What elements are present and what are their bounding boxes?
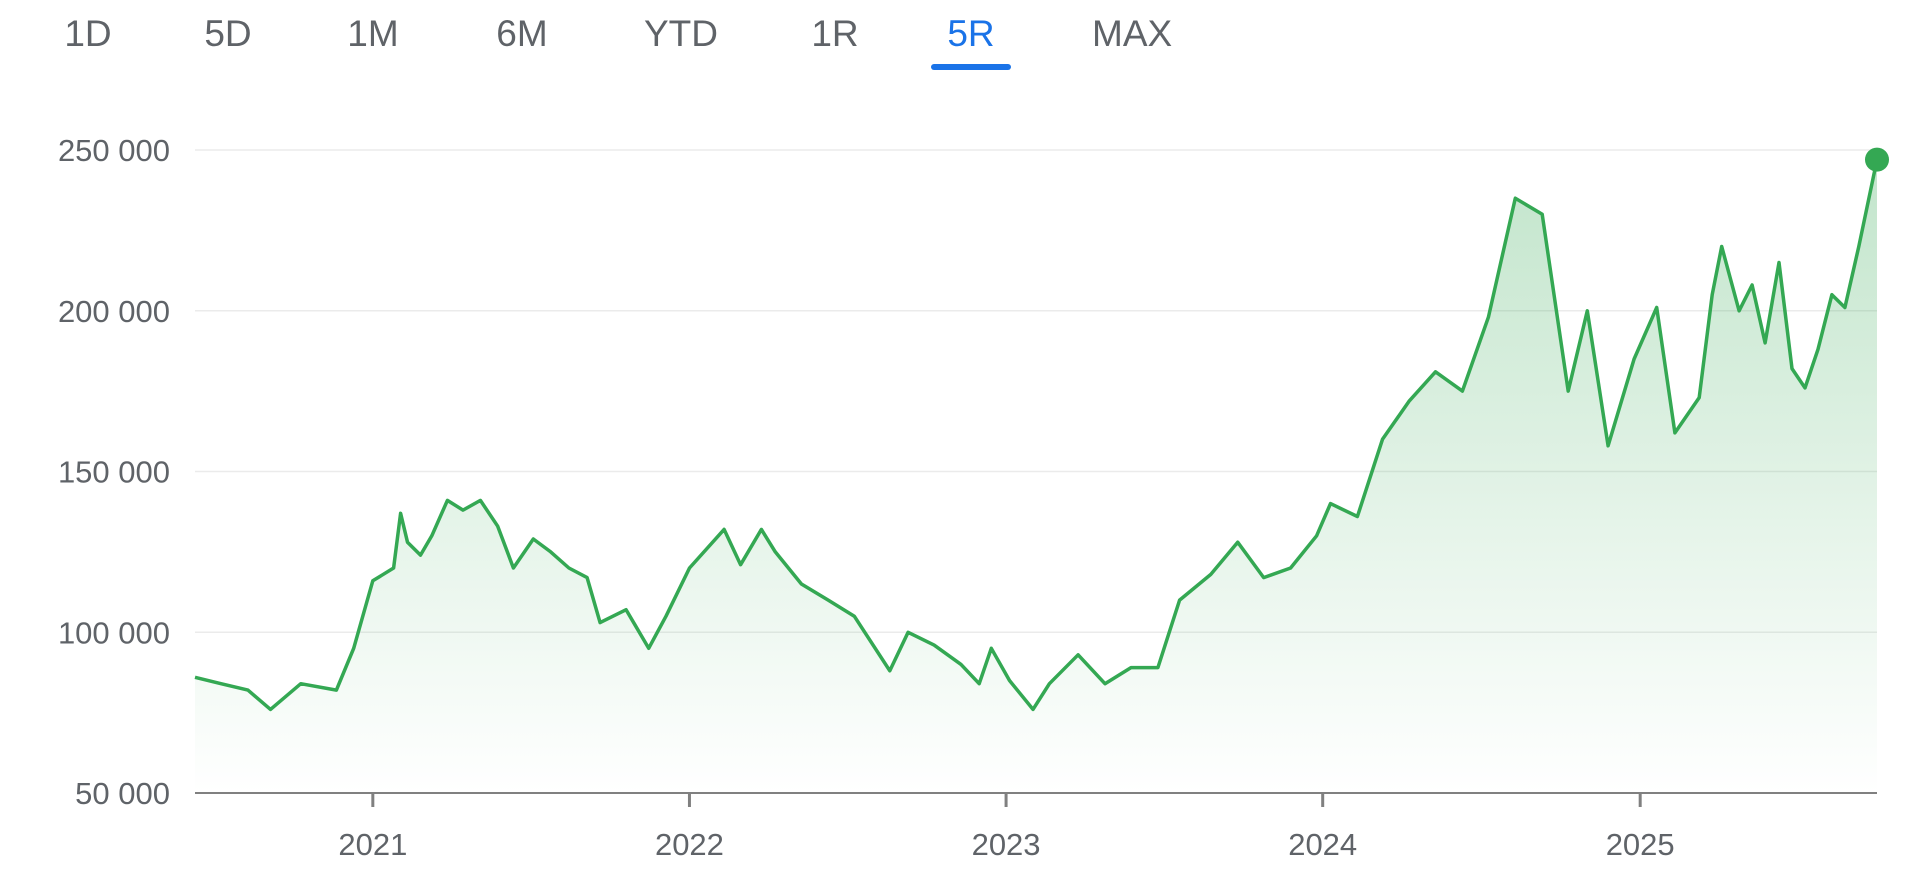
- x-tick-label: 2024: [1288, 827, 1357, 862]
- tab-1d[interactable]: 1D: [48, 10, 128, 70]
- tab-label: 6M: [496, 13, 548, 54]
- tab-label: 5D: [204, 13, 252, 54]
- x-tick-label: 2021: [338, 827, 407, 862]
- x-axis: 2021 2022 2023 2024 2025: [338, 793, 1675, 862]
- range-tabs: 1D 5D 1M 6M YTD 1R 5R MAX: [0, 0, 1300, 70]
- y-tick-label: 50 000: [75, 776, 170, 811]
- x-tick-label: 2022: [655, 827, 724, 862]
- tab-label: MAX: [1092, 13, 1173, 54]
- tab-label: 5R: [947, 13, 995, 54]
- price-area-fill: [195, 159, 1877, 794]
- x-tick-label: 2023: [972, 827, 1041, 862]
- tab-label: 1R: [811, 13, 859, 54]
- tab-max[interactable]: MAX: [1092, 10, 1172, 70]
- tab-label: YTD: [644, 13, 718, 54]
- y-tick-label: 150 000: [58, 455, 170, 490]
- active-tab-underline: [931, 64, 1011, 70]
- tab-1m[interactable]: 1M: [333, 10, 413, 70]
- y-tick-label: 200 000: [58, 294, 170, 329]
- y-axis: 250 000 200 000 150 000 100 000 50 000: [58, 133, 170, 811]
- tab-ytd[interactable]: YTD: [641, 10, 721, 70]
- tab-6m[interactable]: 6M: [482, 10, 562, 70]
- last-price-dot: [1865, 147, 1889, 172]
- y-tick-label: 250 000: [58, 133, 170, 168]
- tab-1r[interactable]: 1R: [795, 10, 875, 70]
- y-tick-label: 100 000: [58, 615, 170, 650]
- tab-5r[interactable]: 5R: [931, 10, 1011, 70]
- tab-label: 1M: [347, 13, 399, 54]
- tab-label: 1D: [64, 13, 112, 54]
- tab-5d[interactable]: 5D: [188, 10, 268, 70]
- price-line: [194, 159, 1879, 712]
- x-tick-label: 2025: [1606, 827, 1675, 862]
